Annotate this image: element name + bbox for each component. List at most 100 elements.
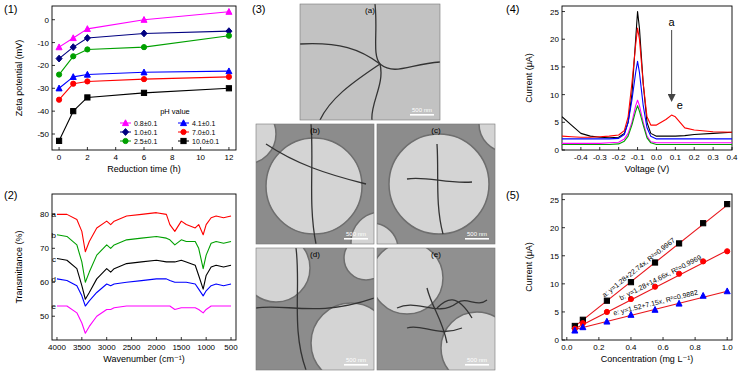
y-tick [562,11,565,12]
x-tick [115,147,116,150]
y-tick-label: 20 [550,224,559,233]
x-tick-label: 2500 [123,343,141,352]
data-point [70,44,76,51]
data-point [141,17,147,23]
micrograph: (a)500 nm [300,4,440,120]
x-tick [598,337,599,340]
x-tick-label: 4 [113,153,118,162]
data-point [71,54,76,59]
x-tick-label: 0.1 [670,153,682,162]
y-axis-label: Zeta potential (mV) [14,40,24,117]
x-tick [131,337,132,340]
micrograph-hole [256,248,310,302]
x-tick [56,337,57,340]
y-tick-label: 15 [550,252,559,261]
micrograph-crack [320,64,380,120]
micrograph-content [256,124,374,244]
x-tick-label: 2000 [148,343,166,352]
legend-label: 2.5±0.1 [134,138,157,145]
scale-bar-label: 500 nm [467,357,487,363]
plot-frame [562,194,732,340]
micrograph-border [377,248,495,370]
x-tick [87,147,88,150]
data-point [85,95,90,100]
legend-swatch-marker [123,138,128,143]
scale-bar [465,238,489,240]
legend-swatch-marker [123,129,129,136]
micrograph-crack [427,288,447,343]
y-tick-label: 60 [40,278,49,287]
series-line [59,36,229,75]
micrograph-content [300,4,440,120]
x-tick [144,147,145,150]
micrograph-crack [372,4,381,120]
x-tick [713,147,714,150]
x-axis-label: Wavenumber (cm⁻¹) [103,354,184,364]
x-tick [580,147,581,150]
micrograph-content [256,248,374,370]
x-tick [566,337,567,340]
x-tick-label: 0 [57,153,62,162]
data-point [226,33,231,38]
micrograph-label: (a) [365,6,375,15]
x-tick-label: 0.4 [726,153,738,162]
y-tick [562,340,565,341]
y-tick [52,248,55,249]
micrograph-border [377,124,495,244]
fit-line [575,291,727,329]
data-point [141,69,147,75]
x-tick [732,147,733,150]
micrograph-hole [389,134,489,234]
data-point [70,74,76,80]
legend-swatch-marker [181,120,187,126]
micrograph-content [377,124,495,244]
panel-label: (3) [252,3,265,15]
micrograph-label: (c) [431,126,441,135]
legend-swatch-marker [123,120,129,126]
micrograph-label: (b) [310,126,320,135]
y-tick-label: 10 [550,91,559,100]
data-point [652,260,657,265]
micrograph-hole [441,312,495,370]
x-tick-label: 0.0 [651,153,663,162]
series-line [562,106,732,145]
x-axis-label: Voltage (V) [625,164,670,174]
y-tick-label: 5 [555,118,560,127]
x-tick [599,147,600,150]
micrograph: (e)500 nm [371,242,513,373]
x-tick [172,147,173,150]
x-tick [663,337,664,340]
data-point [226,86,231,91]
micrograph-crack [311,124,316,244]
text-group: abcde [52,210,57,311]
x-tick-label: 6 [142,153,147,162]
data-point [226,74,231,79]
scale-bar [344,364,368,366]
x-tick-label: 10 [196,153,205,162]
micrograph: (d)500 nm [242,234,391,373]
data-point [676,241,681,246]
x-tick-label: 500 [224,343,238,352]
y-tick-label: -20 [37,61,49,70]
y-tick-label: 5 [555,308,560,317]
data-group [562,12,732,145]
chart-panel: (1)024681012-50-40-30-20-100Reduction ti… [4,3,236,174]
plot-frame [52,6,236,150]
x-tick [656,147,657,150]
x-tick [695,337,696,340]
data-point [71,81,76,86]
data-point [652,306,658,312]
y-tick [52,19,55,20]
x-tick-label: 3000 [98,343,116,352]
fit-label: e: y=1.52+7.15x, R²=0.9882 [612,289,698,318]
micrograph-crack [256,298,374,309]
x-tick [156,337,157,340]
micrograph-crack [437,144,443,234]
series-line [59,88,229,141]
figure: (1)024681012-50-40-30-20-100Reduction ti… [0,0,742,373]
micrograph-hole [479,124,495,152]
chart-panel: (2)4000350030002500200015001000500506070… [4,189,238,364]
x-tick-label: -0.2 [612,153,626,162]
y-tick-label: -50 [37,130,49,139]
series-line [57,306,231,333]
